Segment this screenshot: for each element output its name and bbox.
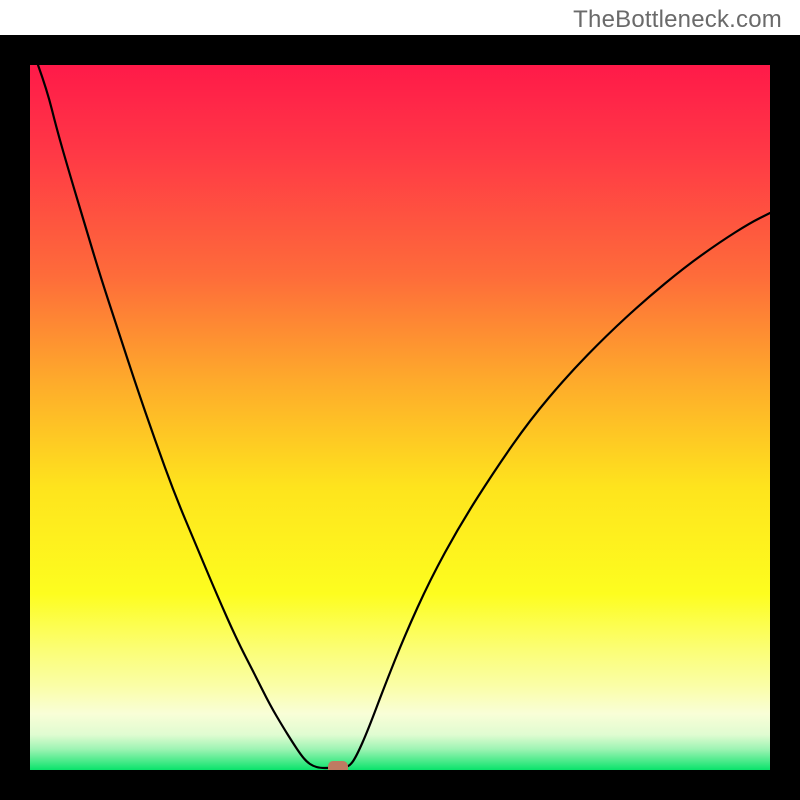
- chart-svg: [0, 35, 800, 800]
- chart-root: TheBottleneck.com: [0, 0, 800, 800]
- plot-background: [30, 65, 770, 770]
- watermark-text: TheBottleneck.com: [573, 6, 782, 34]
